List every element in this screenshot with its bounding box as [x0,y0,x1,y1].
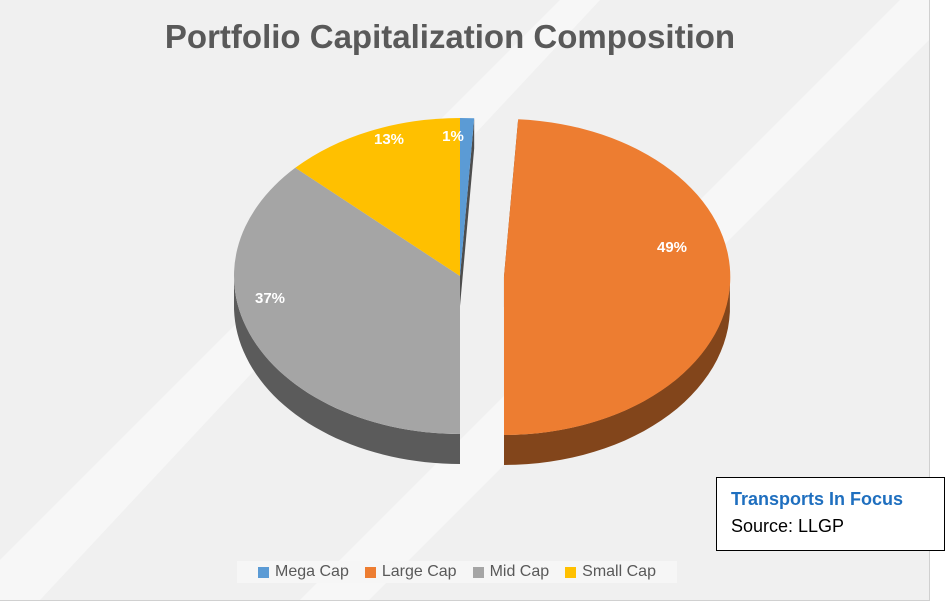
legend-label-large-cap: Large Cap [381,563,457,580]
data-label-mega-cap: 1% [442,128,464,145]
legend-item-large-cap: Large Cap [364,563,457,581]
legend-item-small-cap: Small Cap [565,563,656,581]
pie-slice-small-cap [295,118,460,276]
note-title: Transports In Focus [731,489,904,509]
legend-swatch-large-cap [364,566,376,578]
chart-legend: Mega Cap Large Cap Mid Cap Small Cap [237,561,677,583]
pie-chart: 1% 49% 37% 13% [233,117,731,465]
pie-side-mid-cap [234,279,460,464]
legend-label-mid-cap: Mid Cap [489,563,550,580]
legend-swatch-mid-cap [472,566,484,578]
pie-slice-large-cap [503,119,731,436]
data-label-small-cap: 13% [374,131,404,148]
pie-side-large-cap [504,281,730,465]
data-label-large-cap: 49% [657,239,687,256]
pie-slice-mid-cap [233,167,460,435]
pie-body-cut-0 [460,118,475,307]
pie-slice-mega-cap [460,117,475,276]
note-source: Source: LLGP [731,516,845,536]
legend-item-mega-cap: Mega Cap [258,563,349,581]
legend-label-small-cap: Small Cap [582,563,656,580]
note-box: Transports In Focus Source: LLGP [716,477,945,551]
chart-title: Portfolio Capitalization Composition [164,18,736,55]
legend-label-mega-cap: Mega Cap [275,563,349,580]
legend-item-mid-cap: Mid Cap [472,563,550,581]
legend-swatch-small-cap [565,566,577,578]
legend-swatch-mega-cap [258,566,270,578]
data-label-mid-cap: 37% [255,290,285,307]
